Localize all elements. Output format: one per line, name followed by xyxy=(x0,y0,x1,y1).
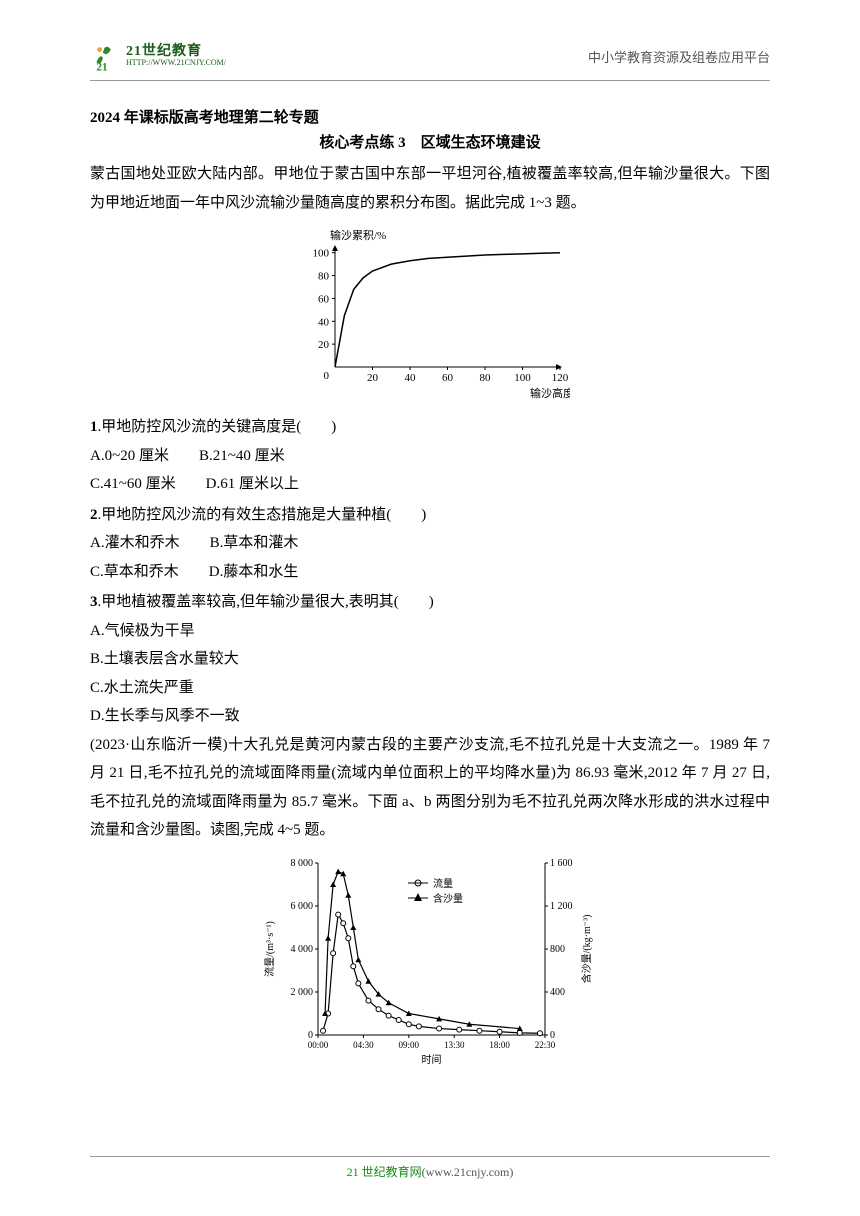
header-right-text: 中小学教育资源及组卷应用平台 xyxy=(588,47,770,66)
footer-url: (www.21cnjy.com) xyxy=(422,1165,514,1179)
svg-text:流量/(m³·s⁻¹): 流量/(m³·s⁻¹) xyxy=(263,921,276,977)
option: D.藤本和水生 xyxy=(209,558,299,587)
logo-sub-text: HTTP://WWW.21CNJY.COM/ xyxy=(126,59,226,67)
question-number: 1 xyxy=(90,419,98,435)
flow-sediment-chart: 02 0004 0006 0008 00004008001 2001 60000… xyxy=(260,853,600,1073)
chart1-container: 20 40 60 80 100 0 20 40 60 80 100 120 输沙累积/% 输沙高度/cm xyxy=(90,225,770,405)
chart2-container: 02 0004 0006 0008 00004008001 2001 60000… xyxy=(90,853,770,1073)
logo-text: 21世纪教育 HTTP://WWW.21CNJY.COM/ xyxy=(126,45,226,67)
svg-text:04:30: 04:30 xyxy=(353,1040,374,1050)
svg-text:09:00: 09:00 xyxy=(399,1040,420,1050)
page-footer: 21 世纪教育网(www.21cnjy.com) xyxy=(90,1156,770,1181)
svg-text:100: 100 xyxy=(514,372,531,384)
svg-text:1 200: 1 200 xyxy=(550,901,573,912)
svg-text:含沙量: 含沙量 xyxy=(433,892,463,905)
logo-icon: 21 xyxy=(90,40,122,72)
subtitle: 核心考点练 3 区域生态环境建设 xyxy=(90,131,770,152)
svg-text:60: 60 xyxy=(442,372,454,384)
svg-text:21: 21 xyxy=(96,61,108,72)
option-row: B.土壤表层含水量较大 xyxy=(90,645,770,674)
svg-text:0: 0 xyxy=(324,370,330,382)
question-2: 2.甲地防控风沙流的有效生态措施是大量种植( ) xyxy=(90,501,770,530)
svg-text:8 000: 8 000 xyxy=(291,858,314,869)
footer-prefix: 21 世纪教育网 xyxy=(347,1165,422,1179)
intro-paragraph: 蒙古国地处亚欧大陆内部。甲地位于蒙古国中东部一平坦河谷,植被覆盖率较高,但年输沙… xyxy=(90,160,770,217)
svg-text:18:00: 18:00 xyxy=(489,1040,510,1050)
main-title: 2024 年课标版高考地理第二轮专题 xyxy=(90,106,770,127)
svg-text:13:30: 13:30 xyxy=(444,1040,465,1050)
option: A.0~20 厘米 xyxy=(90,442,169,471)
option-row: D.生长季与风季不一致 xyxy=(90,702,770,731)
svg-text:40: 40 xyxy=(318,316,330,328)
svg-text:100: 100 xyxy=(313,248,330,260)
svg-text:22:30: 22:30 xyxy=(535,1040,556,1050)
svg-text:80: 80 xyxy=(318,271,330,283)
footer-text: 21 世纪教育网(www.21cnjy.com) xyxy=(347,1165,514,1179)
svg-text:2 000: 2 000 xyxy=(291,987,314,998)
option: D.61 厘米以上 xyxy=(206,470,299,499)
option-row: C.41~60 厘米 D.61 厘米以上 xyxy=(90,470,770,499)
question-number: 3 xyxy=(90,594,98,610)
option: C.41~60 厘米 xyxy=(90,470,176,499)
question-number: 2 xyxy=(90,507,98,523)
svg-text:4 000: 4 000 xyxy=(291,944,314,955)
question-3: 3.甲地植被覆盖率较高,但年输沙量很大,表明其( ) xyxy=(90,588,770,617)
svg-text:120: 120 xyxy=(552,372,569,384)
svg-text:6 000: 6 000 xyxy=(291,901,314,912)
logo: 21 21世纪教育 HTTP://WWW.21CNJY.COM/ xyxy=(90,40,226,72)
option-row: A.灌木和乔木 B.草本和灌木 xyxy=(90,529,770,558)
passage2: (2023·山东临沂一模)十大孔兑是黄河内蒙古段的主要产沙支流,毛不拉孔兑是十大… xyxy=(90,731,770,845)
option: C.草本和乔木 xyxy=(90,558,179,587)
option-row: A.气候极为干旱 xyxy=(90,617,770,646)
option: B.21~40 厘米 xyxy=(199,442,285,471)
svg-text:40: 40 xyxy=(405,372,417,384)
svg-text:800: 800 xyxy=(550,944,565,955)
svg-text:输沙高度/cm: 输沙高度/cm xyxy=(530,386,570,400)
option: A.灌木和乔木 xyxy=(90,529,180,558)
option: B.草本和灌木 xyxy=(210,529,299,558)
svg-text:20: 20 xyxy=(318,339,330,351)
option-row: C.水土流失严重 xyxy=(90,674,770,703)
svg-text:1 600: 1 600 xyxy=(550,858,573,869)
option-row: C.草本和乔木 D.藤本和水生 xyxy=(90,558,770,587)
svg-text:00:00: 00:00 xyxy=(308,1040,329,1050)
option-row: A.0~20 厘米 B.21~40 厘米 xyxy=(90,442,770,471)
question-1: 1.甲地防控风沙流的关键高度是( ) xyxy=(90,413,770,442)
svg-text:60: 60 xyxy=(318,293,330,305)
svg-text:含沙量/(kg·m⁻³): 含沙量/(kg·m⁻³) xyxy=(580,914,593,983)
svg-text:20: 20 xyxy=(367,372,379,384)
svg-text:80: 80 xyxy=(480,372,492,384)
svg-text:400: 400 xyxy=(550,987,565,998)
cumulative-sand-chart: 20 40 60 80 100 0 20 40 60 80 100 120 输沙累积/% 输沙高度/cm xyxy=(290,225,570,405)
svg-text:流量: 流量 xyxy=(433,877,453,890)
svg-text:时间: 时间 xyxy=(422,1053,442,1066)
svg-text:输沙累积/%: 输沙累积/% xyxy=(330,228,386,242)
page-header: 21 21世纪教育 HTTP://WWW.21CNJY.COM/ 中小学教育资源… xyxy=(90,40,770,81)
logo-main-text: 21世纪教育 xyxy=(126,45,226,59)
